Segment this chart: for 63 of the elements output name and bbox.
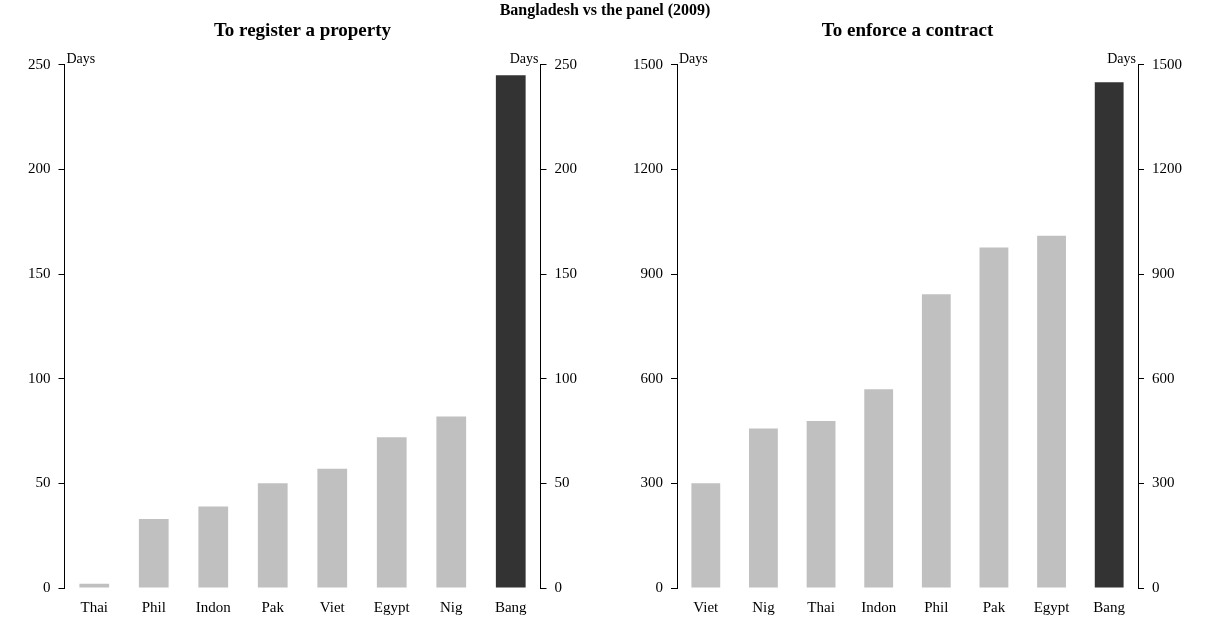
x-tick-label: Thai: [807, 598, 835, 615]
text: Bangladesh vs the panel (2009): [498, 0, 712, 20]
y-tick-label: 50: [35, 474, 51, 491]
y2-tick-label: 1500: [1152, 55, 1182, 72]
y2-tick-label: 100: [554, 369, 577, 386]
bar: [691, 483, 721, 588]
chart-title: To enforce a contract: [821, 19, 994, 41]
y-tick-label: 200: [28, 160, 51, 177]
y-tick-label: 1200: [633, 160, 663, 177]
bar: [79, 583, 110, 588]
y2-tick-label: 150: [554, 265, 577, 282]
bar: [806, 420, 836, 588]
y-axis-title: Days: [679, 51, 708, 67]
y-tick-label: 900: [640, 265, 663, 282]
x-tick-label: Phil: [924, 598, 949, 615]
x-tick-label: Phil: [141, 598, 166, 615]
x-tick-label: Pak: [982, 598, 1006, 615]
y-tick-label: 600: [640, 369, 663, 386]
y2-tick-label: 250: [554, 55, 577, 72]
bar: [1094, 82, 1124, 588]
y2-axis-title: Days: [1107, 51, 1136, 67]
x-tick-label: Nig: [752, 598, 776, 615]
y-tick-label: 300: [640, 474, 663, 491]
bar: [921, 294, 951, 588]
bar: [864, 389, 894, 588]
x-tick-label: Pak: [261, 598, 285, 615]
y2-tick-label: 200: [554, 160, 577, 177]
y2-tick-label: 600: [1152, 369, 1175, 386]
bar: [198, 506, 229, 588]
x-tick-label: Egypt: [1033, 598, 1071, 615]
x-tick-label: Indon: [861, 598, 897, 615]
y2-tick-label: 50: [554, 474, 570, 491]
y-axis-title: Days: [66, 51, 96, 67]
x-tick-label: Bang: [1093, 598, 1126, 615]
bar: [257, 483, 288, 588]
y2-tick-label: 900: [1152, 265, 1175, 282]
y-tick-label: 1500: [633, 55, 663, 72]
y2-axis-title: Days: [509, 51, 539, 67]
y-tick-label: 0: [655, 578, 663, 595]
bar: [749, 428, 778, 588]
y2-tick-label: 0: [1152, 578, 1160, 595]
x-tick-label: Thai: [80, 598, 108, 615]
y2-tick-label: 300: [1152, 474, 1175, 491]
y-tick-label: 250: [28, 55, 51, 72]
bar: [979, 247, 1009, 588]
x-tick-label: Nig: [440, 598, 463, 615]
x-tick-label: Viet: [693, 598, 720, 615]
y-tick-label: 150: [28, 265, 51, 282]
bar: [1037, 235, 1066, 588]
y2-tick-label: 0: [554, 578, 562, 595]
bar: [138, 518, 169, 588]
y-tick-label: 100: [28, 369, 51, 386]
y2-tick-label: 1200: [1152, 160, 1182, 177]
x-tick-label: Indon: [195, 598, 232, 615]
x-tick-label: Bang: [494, 598, 528, 615]
x-tick-label: Viet: [319, 598, 346, 615]
bar: [376, 437, 407, 588]
bar: [495, 75, 526, 588]
bar: [436, 416, 467, 588]
x-tick-label: Egypt: [373, 598, 411, 615]
chart-title: To register a property: [213, 19, 392, 41]
y-tick-label: 0: [43, 578, 51, 595]
bar: [317, 468, 348, 588]
